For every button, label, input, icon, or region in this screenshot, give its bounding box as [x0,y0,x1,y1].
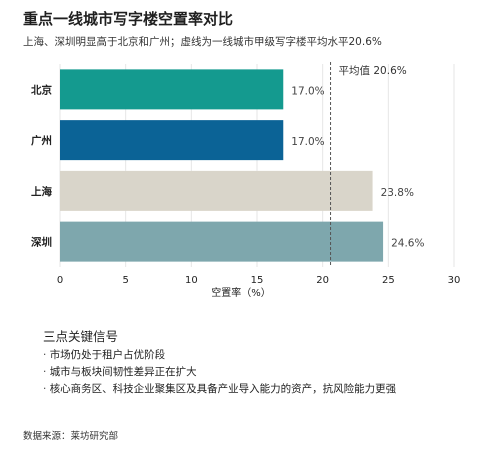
x-tick-label: 15 [251,275,264,286]
bar [60,69,284,110]
x-tick-label: 30 [448,275,461,286]
data-source: 数据来源：莱坊研究部 [23,431,119,442]
bars [60,69,384,262]
x-tick-label: 5 [122,275,128,286]
x-tick-label: 10 [185,275,198,286]
category-label: 上海 [31,185,52,198]
x-tick-label: 20 [316,275,329,286]
value-label: 23.8% [381,187,414,199]
category-label: 深圳 [31,236,52,249]
value-label: 24.6% [391,238,424,250]
category-label: 广州 [31,134,52,147]
note-item: 市场仍处于租户占优阶段 [43,347,396,364]
notes-title: 三点关键信号 [43,329,119,344]
value-label: 17.0% [291,136,324,148]
notes-list: 市场仍处于租户占优阶段 城市与板块间韧性差异正在扩大 核心商务区、科技企业聚集区… [43,347,397,398]
x-axis: 0 5 10 15 20 25 30 [57,275,461,286]
bar [60,170,373,211]
x-axis-label: 空置率（%） [211,286,271,299]
chart-title: 重点一线城市写字楼空置率对比 [23,10,234,28]
bar [60,120,284,161]
average-reference: 平均值 20.6% [330,62,407,267]
value-label: 17.0% [291,85,324,97]
x-tick-label: 25 [382,275,395,286]
x-tick-label: 0 [57,275,63,286]
bar [60,221,384,262]
chart-subtitle: 上海、深圳明显高于北京和广州；虚线为一线城市甲级写字楼平均水平20.6% [23,36,382,48]
note-item: 核心商务区、科技企业聚集区及具备产业导入能力的资产，抗风险能力更强 [43,381,397,398]
average-line-label: 平均值 20.6% [339,64,407,77]
note-item: 城市与板块间韧性差异正在扩大 [43,364,396,381]
category-label: 北京 [31,83,52,96]
value-labels: 17.0% 17.0% 23.8% 24.6% [291,85,424,249]
